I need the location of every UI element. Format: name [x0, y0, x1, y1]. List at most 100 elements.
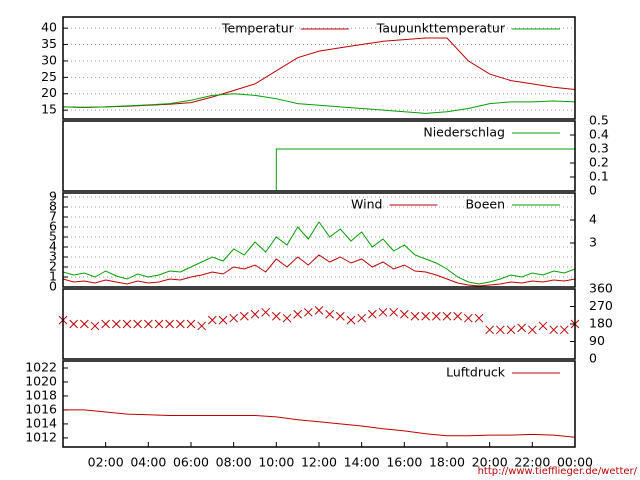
point: [207, 315, 217, 325]
panel-frame: [62, 360, 576, 448]
panel-frame: [62, 120, 576, 192]
point: [293, 309, 303, 319]
y-tick-label: 30: [41, 52, 57, 67]
x-tick-label: 02:00: [88, 455, 124, 470]
point: [143, 319, 153, 329]
point: [239, 311, 249, 321]
x-tick-label: 22:00: [514, 455, 550, 470]
y-tick-label: 1022: [25, 359, 57, 374]
y-tick-label: 1020: [25, 373, 57, 388]
point: [506, 325, 516, 335]
point: [186, 319, 196, 329]
y-tick-label: 7: [49, 209, 57, 224]
x-tick-label: 12:00: [301, 455, 337, 470]
legend-label: Wind: [351, 197, 382, 212]
point: [538, 321, 548, 331]
y-tick-label: 20: [41, 85, 57, 100]
y-tick-label: 6: [49, 219, 57, 234]
point: [218, 315, 228, 325]
y-tick-label: 25: [41, 69, 57, 84]
x-tick-label: 04:00: [130, 455, 166, 470]
series-line: [62, 254, 576, 287]
y-tick-label: 1018: [25, 387, 57, 402]
x-tick-label: 06:00: [173, 455, 209, 470]
point: [101, 319, 111, 329]
x-tick-label: 18:00: [429, 455, 465, 470]
y-tick-label: 8: [49, 199, 57, 214]
y-tick-label: 3: [49, 249, 57, 264]
y-tick-label: 35: [41, 36, 57, 51]
point: [165, 319, 175, 329]
y2-tick-label: 0.3: [589, 141, 609, 156]
point: [69, 319, 79, 329]
y-tick-label: 9: [49, 189, 57, 204]
point: [154, 319, 164, 329]
x-tick-label: 14:00: [344, 455, 380, 470]
point: [175, 319, 185, 329]
series-line: [62, 221, 576, 285]
y-tick-label: 15: [41, 102, 57, 117]
y2-tick-label: 360: [589, 281, 613, 296]
point: [549, 325, 559, 335]
point: [122, 319, 132, 329]
x-tick-label: 20:00: [472, 455, 508, 470]
series-line: [63, 409, 576, 438]
y2-tick-label: 180: [589, 316, 613, 331]
y2-tick-label: 90: [589, 333, 605, 348]
x-tick-label: 08:00: [216, 455, 252, 470]
point: [389, 307, 399, 317]
y-tick-label: 4: [49, 239, 57, 254]
y2-tick-label: 4: [589, 212, 597, 227]
y-tick-label: 0: [49, 279, 57, 294]
point: [282, 313, 292, 323]
point: [378, 307, 388, 317]
y2-tick-label: 0.2: [589, 155, 609, 170]
legend-label: Luftdruck: [446, 365, 506, 380]
panel-frame: [62, 16, 576, 120]
y2-tick-label: 0.5: [589, 113, 609, 128]
point: [271, 311, 281, 321]
x-tick-label: 10:00: [258, 455, 294, 470]
x-tick-label: 00:00: [557, 455, 593, 470]
point: [399, 309, 409, 319]
point: [442, 311, 452, 321]
footer-link: http://www.tiefflieger.de/wetter/: [478, 466, 638, 477]
point: [485, 325, 495, 335]
point: [453, 311, 463, 321]
point: [463, 313, 473, 323]
y-tick-label: 1016: [25, 401, 57, 416]
point: [303, 307, 313, 317]
y-tick-label: 2: [49, 259, 57, 274]
point: [559, 325, 569, 335]
y-tick-label: 1012: [25, 429, 57, 444]
point: [517, 323, 527, 333]
y-tick-label: 5: [49, 229, 57, 244]
y-tick-label: 1: [49, 269, 57, 284]
point: [346, 315, 356, 325]
point: [111, 319, 121, 329]
y2-tick-label: 0: [589, 351, 597, 366]
point: [325, 309, 335, 319]
legend-label: Taupunkttemperatur: [376, 21, 506, 36]
y2-tick-label: 0: [589, 183, 597, 198]
point: [229, 313, 239, 323]
y2-tick-label: 0.1: [589, 169, 609, 184]
y2-tick-label: 0.4: [589, 127, 609, 142]
point: [474, 313, 484, 323]
series-line: [62, 93, 576, 114]
point: [410, 311, 420, 321]
point: [79, 319, 89, 329]
y-tick-label: 1014: [25, 415, 57, 430]
legend-label: Boeen: [465, 197, 505, 212]
y-tick-label: 40: [41, 20, 57, 35]
point: [367, 309, 377, 319]
panel-frame: [62, 192, 576, 288]
point: [133, 319, 143, 329]
point: [250, 309, 260, 319]
point: [421, 311, 431, 321]
point: [197, 321, 207, 331]
point: [431, 311, 441, 321]
y2-tick-label: 270: [589, 298, 613, 313]
